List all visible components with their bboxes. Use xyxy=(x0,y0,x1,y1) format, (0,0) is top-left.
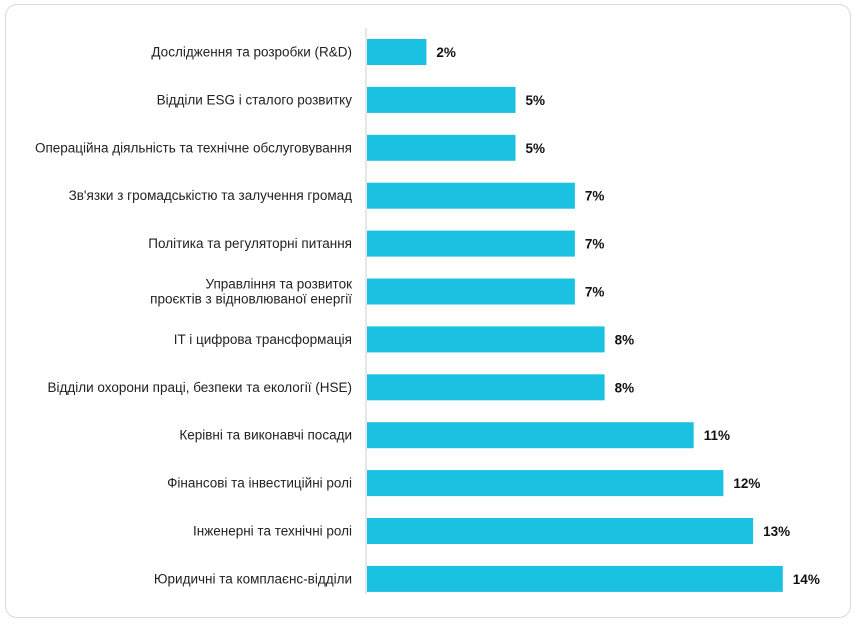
value-label: 11% xyxy=(704,428,730,443)
value-label: 7% xyxy=(585,189,605,204)
value-label: 14% xyxy=(793,572,820,587)
value-label: 12% xyxy=(733,476,760,491)
category-label: Інженерні та технічні ролі xyxy=(193,524,352,539)
bar xyxy=(367,374,605,401)
category-label: Відділи ESG і сталого розвитку xyxy=(157,92,353,107)
bar xyxy=(367,134,516,161)
bar xyxy=(367,326,605,353)
value-label: 13% xyxy=(763,524,790,539)
category-label: Операційна діяльність та технічне обслуг… xyxy=(35,140,352,155)
bar xyxy=(367,86,516,113)
bar xyxy=(367,518,754,544)
category-label: Управління та розвиток проєктів з відновл… xyxy=(150,277,352,307)
category-label: Фінансові та інвестиційні ролі xyxy=(167,476,352,491)
value-label: 2% xyxy=(436,45,456,60)
bar xyxy=(367,422,694,449)
category-label: IT і цифрова трансформація xyxy=(174,332,352,347)
bar xyxy=(367,39,427,65)
category-label: Дослідження та розробки (R&D) xyxy=(151,45,352,60)
category-label: Юридичні та комплаєнс-відділи xyxy=(154,571,352,586)
bar xyxy=(367,278,575,305)
value-label: 5% xyxy=(526,141,546,156)
category-label: Політика та регуляторні питання xyxy=(148,236,352,251)
bar xyxy=(367,230,575,257)
category-label: Керівні та виконавчі посади xyxy=(179,428,352,443)
value-label: 7% xyxy=(585,237,605,252)
bar xyxy=(367,182,575,209)
value-label: 8% xyxy=(615,332,635,347)
value-label: 7% xyxy=(585,285,605,300)
bar xyxy=(367,470,724,497)
value-label: 5% xyxy=(526,93,546,108)
category-label: Відділи охорони праці, безпеки та еколог… xyxy=(48,380,353,395)
bar xyxy=(367,565,783,592)
category-label: Зв'язки з громадськістю та залучення гро… xyxy=(69,188,353,203)
value-label: 8% xyxy=(615,380,635,395)
